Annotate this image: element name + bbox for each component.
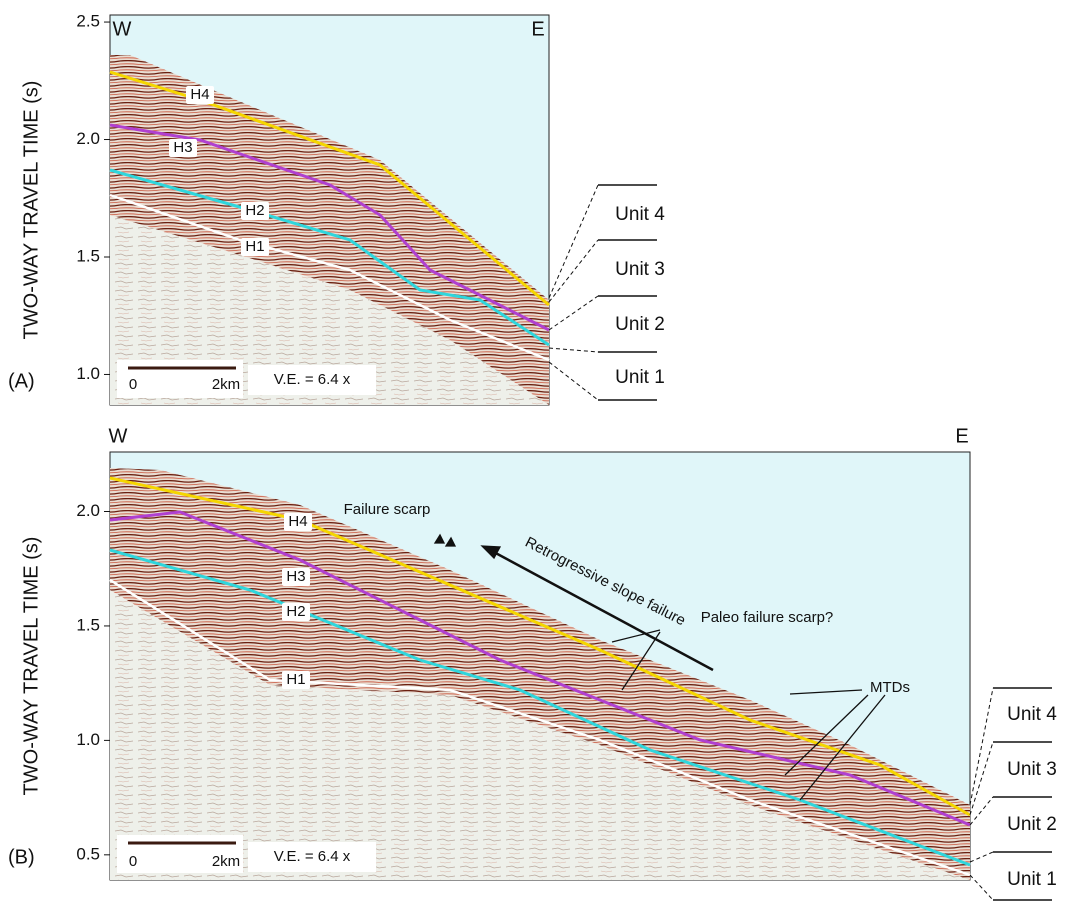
annotation: Paleo failure scarp?	[701, 609, 834, 626]
ve-label: V.E. = 6.4 x	[274, 371, 351, 388]
unit-label: Unit 1	[1007, 869, 1057, 890]
y-tick-label: 1.0	[76, 730, 100, 749]
east-label: E	[955, 425, 968, 447]
panel-a	[110, 15, 657, 405]
east-label: E	[531, 18, 544, 40]
horizon-label: H3	[173, 139, 192, 156]
scale-start: 0	[129, 376, 137, 393]
annotation: MTDs	[870, 679, 910, 696]
y-tick-label: 0.5	[76, 844, 100, 863]
y-tick-label: 1.0	[76, 364, 100, 383]
unit-label: Unit 3	[615, 259, 665, 280]
y-tick-label: 1.5	[76, 615, 100, 634]
ve-label: V.E. = 6.4 x	[274, 848, 351, 865]
scale-end: 2km	[212, 376, 240, 393]
scale-end: 2km	[212, 853, 240, 870]
scale-start: 0	[129, 853, 137, 870]
west-label: W	[109, 425, 128, 447]
unit-label: Unit 4	[615, 204, 665, 225]
panel-label: (B)	[8, 846, 35, 868]
y-tick-label: 2.0	[76, 501, 100, 520]
y-axis-label: TWO-WAY TRAVEL TIME (s)	[20, 537, 42, 796]
y-tick-label: 2.0	[76, 129, 100, 148]
y-tick-label: 2.5	[76, 12, 100, 31]
panel-b	[110, 452, 1052, 900]
horizon-label: H1	[286, 671, 305, 688]
horizon-label: H1	[245, 238, 264, 255]
west-label: W	[113, 18, 132, 40]
y-axis-label: TWO-WAY TRAVEL TIME (s)	[20, 81, 42, 340]
unit-label: Unit 1	[615, 367, 665, 388]
unit-label: Unit 3	[1007, 759, 1057, 780]
figure: 1.0 1.5 2.0 2.5 TWO-WAY TRAVEL TIME (s) (A) W E…	[0, 0, 1070, 902]
unit-label: Unit 4	[1007, 704, 1057, 725]
panel-label: (A)	[8, 370, 35, 392]
unit-label: Unit 2	[1007, 814, 1057, 835]
horizon-label: H2	[245, 202, 264, 219]
y-tick-label: 1.5	[76, 246, 100, 265]
horizon-label: H3	[286, 568, 305, 585]
horizon-label: H4	[190, 86, 209, 103]
unit-label: Unit 2	[615, 314, 665, 335]
horizon-label: H2	[286, 603, 305, 620]
annotation: Failure scarp	[344, 501, 431, 518]
horizon-label: H4	[288, 513, 307, 530]
